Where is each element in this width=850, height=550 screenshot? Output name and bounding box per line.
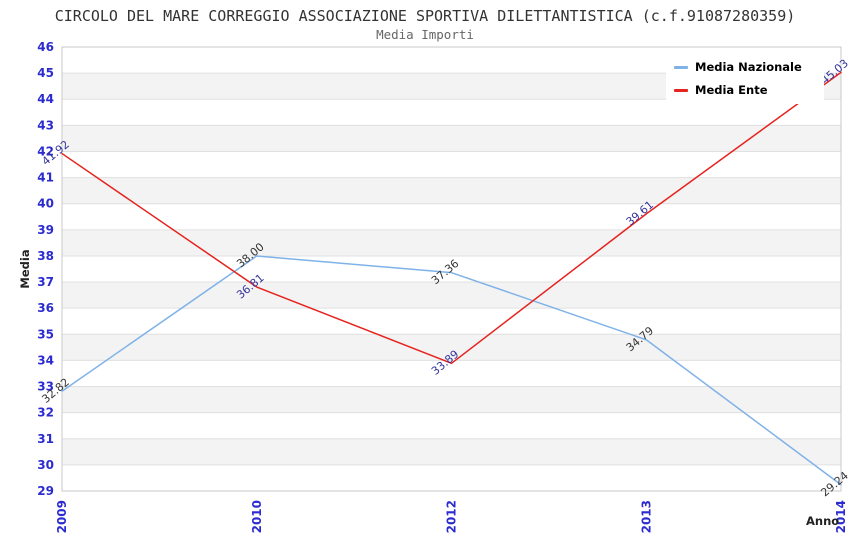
series-line-media-nazionale[interactable] (61, 255, 842, 486)
x-tick-label: 2012 (445, 500, 459, 533)
y-tick-label: 39 (37, 223, 54, 237)
plot-band (62, 464, 841, 491)
plot-band (62, 334, 841, 361)
plot-band (62, 282, 841, 309)
series-line-media-ente[interactable] (61, 71, 842, 365)
y-tick-label: 30 (37, 458, 54, 472)
legend-item-media-nazionale[interactable]: Media Nazionale (674, 60, 820, 74)
y-tick-label: 44 (37, 92, 54, 106)
y-tick-label: 32 (37, 406, 54, 420)
legend-label-media-nazionale: Media Nazionale (695, 60, 802, 74)
chart-title: CIRCOLO DEL MARE CORREGGIO ASSOCIAZIONE … (54, 7, 796, 25)
y-tick-label: 45 (37, 66, 54, 80)
legend-swatch-blue-line (674, 65, 688, 69)
plot-band (62, 360, 841, 387)
plot-band (62, 177, 841, 204)
y-tick-label: 34 (37, 353, 54, 367)
y-tick-label: 46 (37, 40, 54, 54)
y-tick-label: 42 (37, 144, 54, 158)
y-tick-label: 29 (37, 484, 54, 498)
y-tick-label: 43 (37, 118, 54, 132)
plot-band (62, 308, 841, 335)
y-axis-title: Media (18, 249, 32, 289)
legend-label-media-ente: Media Ente (695, 83, 768, 97)
x-axis-title: Anno (806, 514, 840, 528)
x-tick-label: 2010 (250, 500, 264, 533)
x-tick-label: 2014 (834, 500, 848, 533)
y-tick-label: 31 (37, 432, 54, 446)
y-tick-label: 41 (37, 171, 54, 185)
legend-item-media-ente[interactable]: Media Ente (674, 83, 820, 97)
y-tick-label: 36 (37, 301, 54, 315)
plot-band (62, 125, 841, 152)
plot-band (62, 386, 841, 413)
plot-band (62, 255, 841, 283)
y-tick-label: 40 (37, 197, 54, 211)
legend: Media Nazionale Media Ente (666, 55, 824, 104)
plot-band (62, 151, 841, 178)
plot-band (62, 412, 841, 439)
y-tick-label: 38 (37, 249, 54, 263)
y-tick-label: 37 (37, 275, 54, 289)
plot-border (61, 46, 842, 492)
x-tick-label: 2013 (639, 500, 653, 533)
plot-band (62, 203, 841, 230)
y-tick-label: 35 (37, 327, 54, 341)
x-tick-label: 2009 (55, 500, 69, 533)
plot-band (62, 438, 841, 465)
legend-swatch-red-line (674, 88, 688, 92)
y-tick-label: 33 (37, 380, 54, 394)
chart-subtitle: Media Importi (376, 27, 474, 42)
